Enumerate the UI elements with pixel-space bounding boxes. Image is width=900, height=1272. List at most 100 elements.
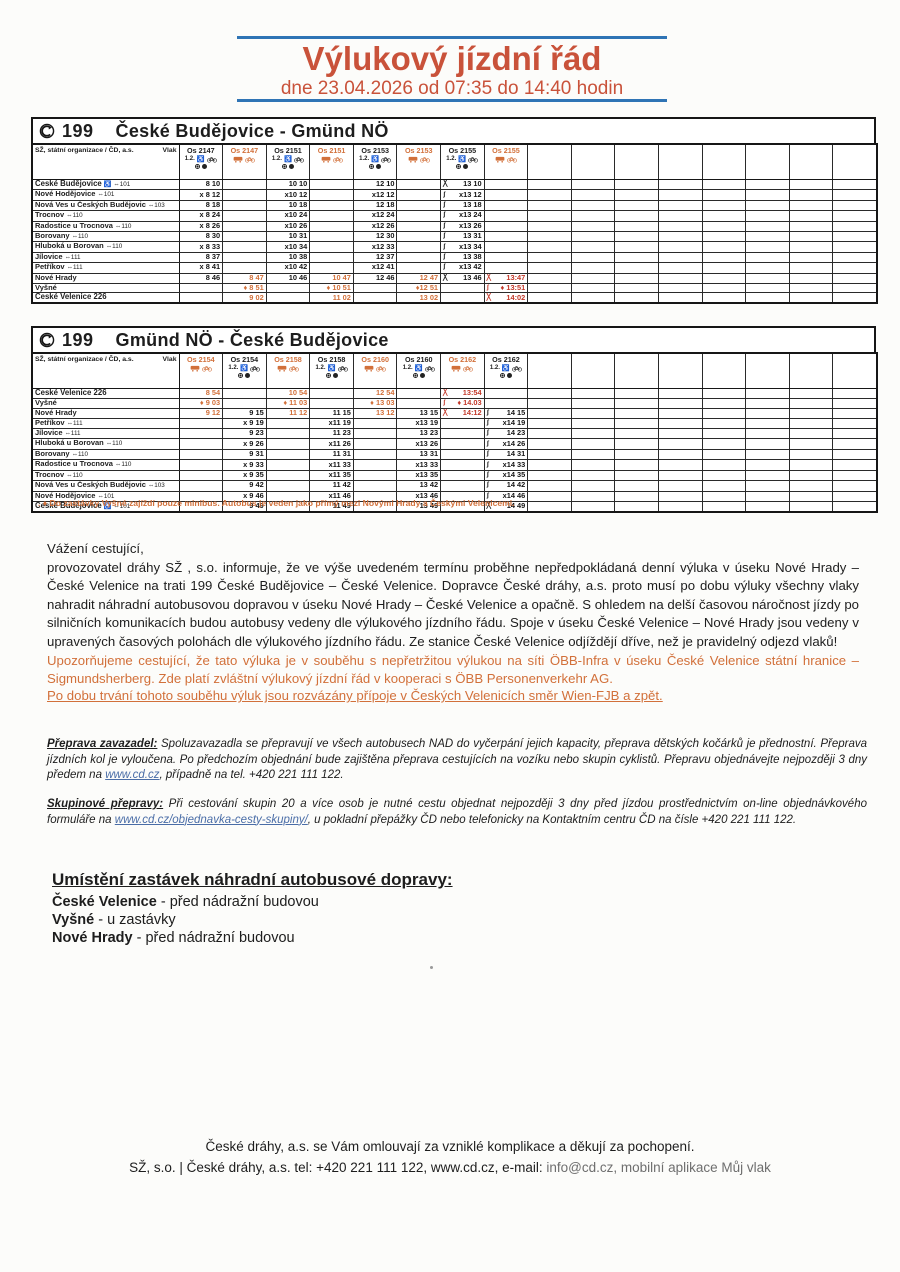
time-cell (222, 189, 267, 201)
empty-column-header (570, 352, 616, 389)
empty-cell (658, 469, 703, 482)
time-cell (178, 459, 224, 471)
empty-cell (570, 480, 616, 492)
time-cell: 11 23 (309, 428, 354, 440)
empty-cell (701, 272, 747, 284)
station-row: České Velenice 226 8 54 10 54 12 54 ╳ 13:54 (31, 388, 877, 399)
station-cell: Jílovice ⇔111 (31, 251, 180, 264)
bus-icon (190, 365, 200, 372)
circle-icon (499, 373, 505, 378)
empty-cell (527, 272, 572, 284)
station-cell: Trocnov ⇔110 (31, 210, 180, 222)
time-cell (440, 438, 485, 450)
time-cell: ʃ 14 31 (483, 448, 529, 461)
empty-cell (788, 469, 834, 482)
bus-column-header: Os 2160 (352, 352, 398, 389)
station-links: ⇔110 (105, 243, 123, 251)
empty-cell (745, 272, 790, 284)
empty-cell (745, 262, 790, 274)
time-cell: 13 31 (396, 448, 442, 461)
time-cell (352, 438, 398, 450)
timetable: SŽ, státní organizace / ČD, a.s. Vlak Os 2… (31, 143, 878, 305)
time-cell: x11 33 (309, 459, 354, 471)
time-cell (265, 417, 311, 430)
train-column-header: Os 2147 1.2. ♿ (178, 143, 224, 180)
empty-cell (832, 397, 877, 409)
time-cell (309, 388, 354, 399)
time-cell: x12 33 (352, 241, 398, 253)
time-cell: ♦12 51 (396, 282, 442, 294)
empty-cell (788, 292, 834, 304)
time-cell: ʃ x14 35 (483, 469, 529, 482)
time-cell: 12 30 (352, 231, 398, 243)
time-cell (440, 480, 485, 492)
time-cell (222, 210, 267, 222)
station-links: ♿ ⇔101 (103, 502, 131, 510)
time-cell (352, 292, 398, 304)
empty-cell (701, 189, 747, 201)
time-cell (178, 428, 224, 440)
time-cell (352, 459, 398, 471)
obb-warning: Upozorňujeme cestující, že tato výluka j… (47, 652, 859, 705)
time-cell (396, 262, 442, 274)
time-cell (483, 189, 529, 201)
station-row: Nová Ves u Českých Budějovic ⇔103 8 18 10 … (31, 199, 877, 212)
empty-cell (745, 480, 790, 492)
empty-cell (788, 220, 834, 233)
bicycle-icon (419, 157, 430, 163)
stop-item: Nové Hrady - před nádražní budovou (52, 930, 295, 946)
empty-cell (701, 417, 747, 430)
empty-cell (788, 407, 834, 419)
empty-cell (745, 407, 790, 419)
train-column-header: Os 2158 1.2. ♿ (309, 352, 354, 389)
empty-cell (658, 220, 703, 233)
time-cell: x11 19 (309, 417, 354, 430)
stop-item: České Velenice - před nádražní budovou (52, 894, 319, 910)
station-row: Petříkov ⇔111 x 8 41 x10 42 x12 41 ʃ x13 42 (31, 262, 877, 274)
timetable-title-bar: 199 Gmünd NÖ - České Budějovice (31, 326, 876, 352)
time-cell: ʃ x14 19 (483, 417, 529, 430)
contact-line: SŽ, s.o. | České dráhy, a.s. tel: +420 2… (129, 1160, 771, 1175)
time-cell: 10 46 (265, 272, 311, 284)
circle-icon (281, 164, 287, 169)
time-cell (396, 231, 442, 243)
time-cell: 9 12 (178, 407, 224, 419)
empty-cell (745, 282, 790, 294)
empty-column-header (614, 352, 660, 389)
time-cell (222, 262, 267, 274)
timetable-title-bar: 199 České Budějovice - Gmünd NÖ (31, 117, 876, 143)
line-number: 199 (62, 120, 94, 141)
empty-cell (527, 282, 572, 294)
empty-cell (614, 459, 660, 471)
empty-cell (745, 189, 790, 201)
empty-cell (658, 210, 703, 222)
time-cell (396, 220, 442, 233)
empty-cell (745, 251, 790, 264)
empty-cell (527, 241, 572, 253)
empty-cell (701, 220, 747, 233)
time-cell: 13 02 (396, 292, 442, 304)
circle-icon (369, 164, 375, 169)
station-links: ⇔103 (147, 482, 165, 490)
empty-cell (832, 469, 877, 482)
time-cell (396, 178, 442, 191)
time-cell: ʃ x13 26 (440, 220, 485, 233)
time-cell (178, 292, 224, 304)
empty-cell (745, 448, 790, 461)
empty-cell (832, 282, 877, 294)
time-cell: x 9 35 (222, 469, 267, 482)
wheelchair-icon: ♿ (240, 364, 249, 372)
empty-cell (570, 272, 616, 284)
bus-icon (234, 156, 243, 163)
empty-cell (614, 388, 660, 399)
empty-cell (614, 272, 660, 284)
empty-cell (788, 490, 834, 502)
station-links: ⇔110 (105, 440, 123, 448)
empty-cell (527, 480, 572, 492)
station-row: České Budějovice ♿ ⇔101 9 49 11 49 13 49 ╳ 14… (31, 500, 877, 513)
time-cell: ʃ 14 15 (483, 407, 529, 419)
time-cell (222, 388, 267, 399)
station-row: Nové Hrady 8 46 8 47 10 46 10 47 12 46 12 47 ╳ 1… (31, 272, 877, 284)
empty-cell (527, 189, 572, 201)
time-cell (440, 459, 485, 471)
